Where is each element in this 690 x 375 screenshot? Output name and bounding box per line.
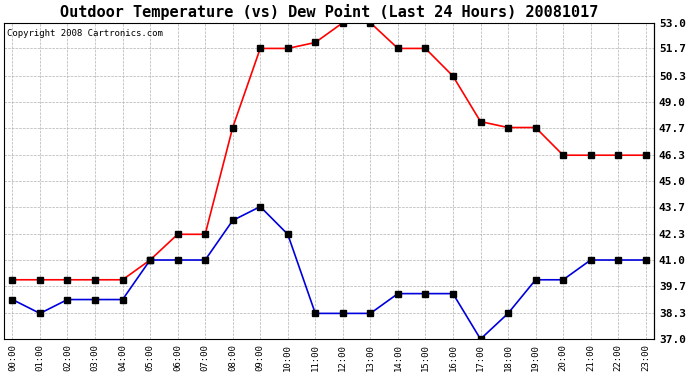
Text: Copyright 2008 Cartronics.com: Copyright 2008 Cartronics.com [8, 29, 164, 38]
Title: Outdoor Temperature (vs) Dew Point (Last 24 Hours) 20081017: Outdoor Temperature (vs) Dew Point (Last… [60, 4, 598, 20]
